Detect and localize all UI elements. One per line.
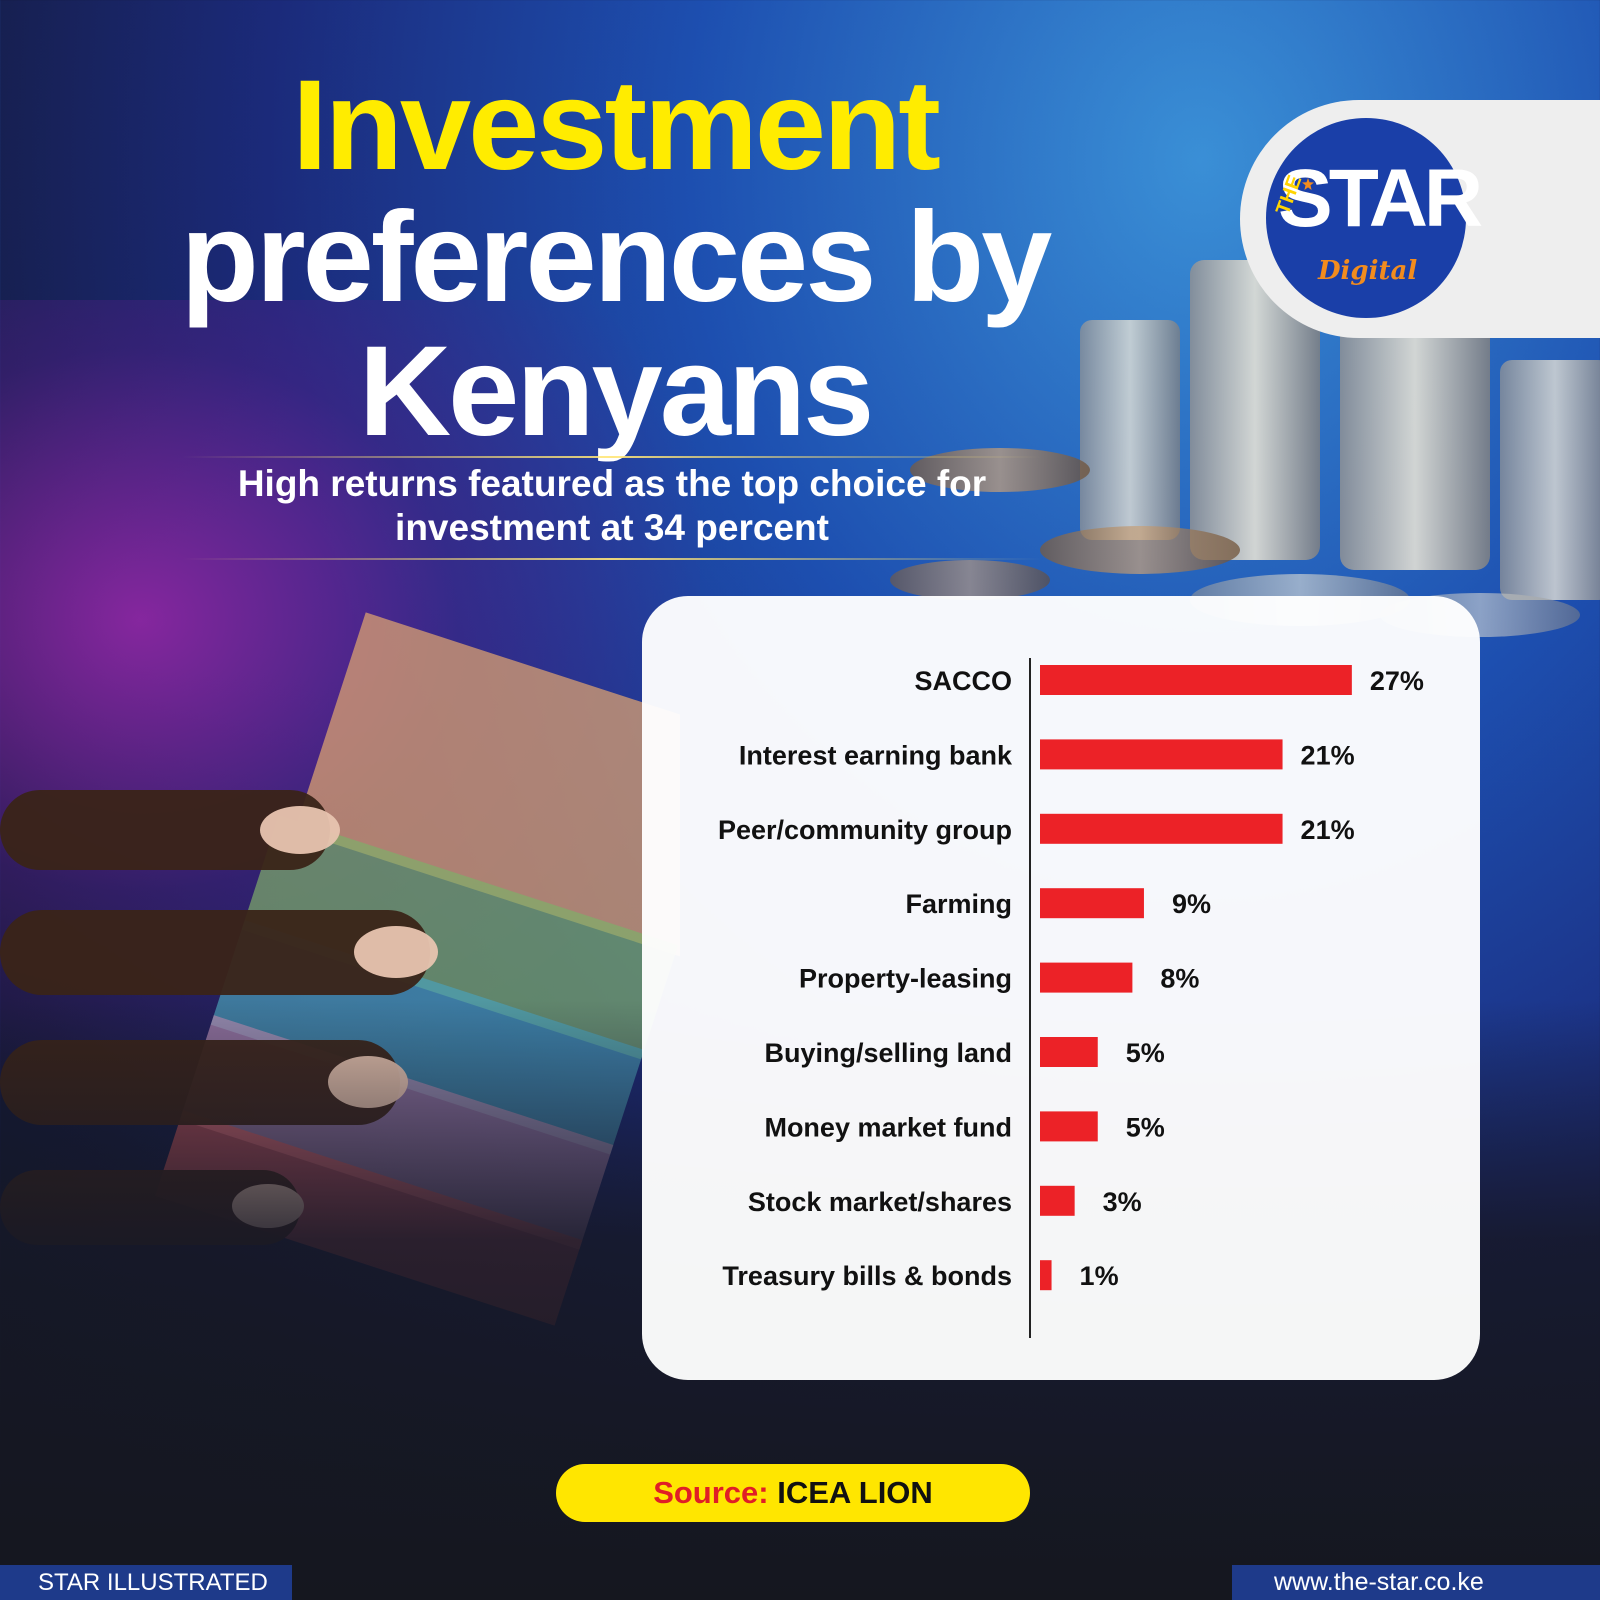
value-label: 1% <box>1080 1261 1119 1291</box>
category-label: Farming <box>905 889 1012 919</box>
page-title: Investment preferences by Kenyans <box>0 62 1230 456</box>
value-label: 5% <box>1126 1038 1165 1068</box>
bar <box>1040 1037 1098 1067</box>
subtitle-rule-top <box>182 456 1042 458</box>
title-line-3: Kenyans <box>358 320 875 463</box>
star-digital-logo <box>1266 118 1466 318</box>
category-label: Stock market/shares <box>748 1187 1012 1217</box>
title-line-1: Investment <box>292 54 941 197</box>
logo-star-text: STAR <box>1278 153 1483 244</box>
value-label: 21% <box>1301 815 1355 845</box>
star-icon <box>1302 178 1314 190</box>
footer-url[interactable]: www.the-star.co.ke <box>1232 1565 1600 1600</box>
source-badge: Source: ICEA LION <box>556 1464 1030 1522</box>
bar <box>1040 1111 1098 1142</box>
bar-chart: SACCO 27% Interest earning bank 21% Peer/com… <box>718 658 1424 1338</box>
source-label: Source: <box>653 1475 769 1510</box>
subtitle-line-2: investment at 34 percent <box>395 507 829 548</box>
category-label: Peer/community group <box>718 815 1012 845</box>
subtitle-rule-bottom <box>182 558 1042 560</box>
value-label: 8% <box>1160 964 1199 994</box>
category-label: Money market fund <box>764 1112 1012 1142</box>
category-label: SACCO <box>914 666 1012 696</box>
bar <box>1040 813 1283 844</box>
bar <box>1040 1260 1052 1291</box>
bar <box>1040 962 1133 993</box>
bar <box>1040 739 1283 770</box>
bar <box>1040 888 1144 919</box>
footer-brand: STAR ILLUSTRATED <box>0 1565 292 1600</box>
subtitle: High returns featured as the top choice … <box>182 462 1042 550</box>
value-label: 3% <box>1103 1187 1142 1217</box>
subtitle-line-1: High returns featured as the top choice … <box>237 463 987 504</box>
category-label: Treasury bills & bonds <box>722 1261 1012 1291</box>
category-label: Buying/selling land <box>764 1038 1012 1068</box>
value-label: 21% <box>1301 740 1355 770</box>
logo-digital-text: Digital <box>1318 256 1418 286</box>
title-line-2: preferences by <box>180 186 1053 329</box>
source-value: ICEA LION <box>777 1475 933 1510</box>
category-label: Property-leasing <box>799 964 1012 994</box>
value-label: 27% <box>1370 666 1424 696</box>
bar <box>1040 665 1352 695</box>
category-label: Interest earning bank <box>739 740 1013 770</box>
bar <box>1040 1185 1075 1216</box>
value-label: 5% <box>1126 1112 1165 1142</box>
value-label: 9% <box>1172 889 1211 919</box>
